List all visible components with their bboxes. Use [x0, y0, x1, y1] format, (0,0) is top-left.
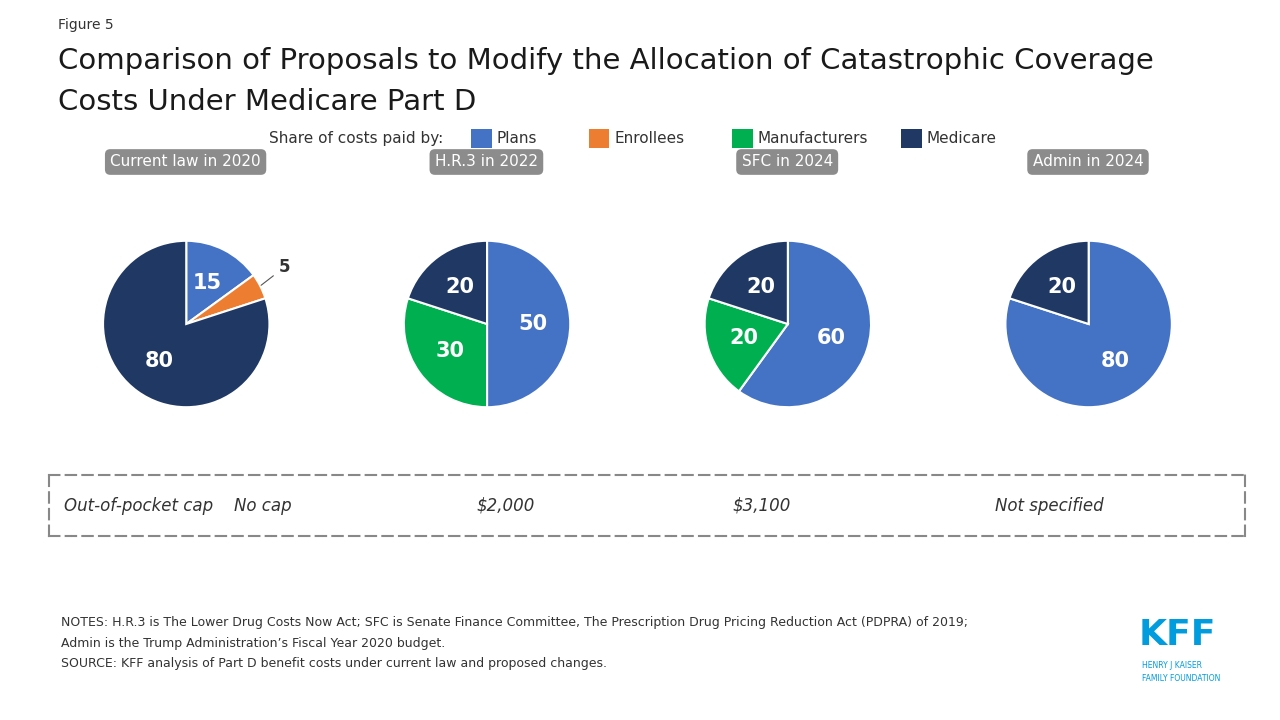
Text: No cap: No cap [233, 497, 292, 515]
Text: KFF: KFF [1139, 618, 1216, 652]
Wedge shape [404, 298, 486, 408]
Text: Manufacturers: Manufacturers [758, 131, 868, 145]
Wedge shape [102, 240, 269, 408]
Wedge shape [1006, 240, 1172, 408]
Text: 60: 60 [817, 328, 846, 348]
Text: HENRY J KAISER
FAMILY FOUNDATION: HENRY J KAISER FAMILY FOUNDATION [1142, 661, 1220, 683]
Text: Current law in 2020: Current law in 2020 [110, 155, 261, 169]
Wedge shape [709, 240, 788, 324]
Text: H.R.3 in 2022: H.R.3 in 2022 [435, 155, 538, 169]
Wedge shape [187, 275, 265, 324]
Wedge shape [408, 240, 488, 324]
Wedge shape [1010, 240, 1089, 324]
Text: 20: 20 [445, 277, 475, 297]
Text: SFC in 2024: SFC in 2024 [741, 155, 833, 169]
Text: Share of costs paid by:: Share of costs paid by: [269, 131, 443, 145]
Text: Costs Under Medicare Part D: Costs Under Medicare Part D [58, 88, 476, 116]
Text: Admin is the Trump Administration’s Fiscal Year 2020 budget.: Admin is the Trump Administration’s Fisc… [61, 637, 445, 650]
Text: 5: 5 [261, 258, 289, 285]
Text: $3,100: $3,100 [732, 497, 791, 515]
Wedge shape [186, 240, 253, 324]
Text: SOURCE: KFF analysis of Part D benefit costs under current law and proposed chan: SOURCE: KFF analysis of Part D benefit c… [61, 657, 608, 670]
Text: 20: 20 [746, 277, 776, 297]
Text: 20: 20 [730, 328, 759, 348]
Text: 15: 15 [192, 273, 221, 293]
Wedge shape [705, 298, 788, 391]
Text: NOTES: H.R.3 is The Lower Drug Costs Now Act; SFC is Senate Finance Committee, T: NOTES: H.R.3 is The Lower Drug Costs Now… [61, 616, 969, 629]
Wedge shape [739, 240, 870, 408]
Text: Not specified: Not specified [996, 497, 1103, 515]
Text: 20: 20 [1047, 277, 1076, 297]
Text: Admin in 2024: Admin in 2024 [1033, 155, 1143, 169]
Text: 30: 30 [435, 341, 465, 361]
Text: 80: 80 [145, 351, 174, 371]
Text: Enrollees: Enrollees [614, 131, 685, 145]
Text: Plans: Plans [497, 131, 538, 145]
Text: Medicare: Medicare [927, 131, 997, 145]
Text: Out-of-pocket cap: Out-of-pocket cap [64, 497, 214, 515]
Text: 50: 50 [518, 314, 548, 334]
Text: 80: 80 [1101, 351, 1130, 371]
Text: Comparison of Proposals to Modify the Allocation of Catastrophic Coverage: Comparison of Proposals to Modify the Al… [58, 47, 1153, 75]
Text: $2,000: $2,000 [476, 497, 535, 515]
Text: Figure 5: Figure 5 [58, 18, 113, 32]
Wedge shape [486, 240, 571, 408]
